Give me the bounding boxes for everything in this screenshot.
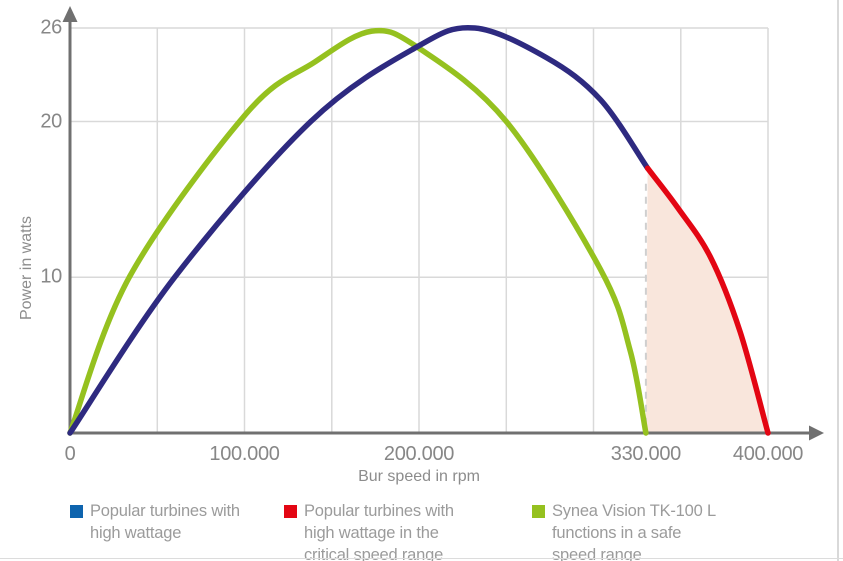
page-border-right bbox=[837, 0, 839, 561]
legend-swatch-icon bbox=[532, 505, 545, 518]
plot-area bbox=[62, 6, 824, 441]
y-tick-label: 10 bbox=[40, 265, 62, 288]
critical-region-fill bbox=[645, 168, 768, 433]
legend-label: Popular turbines with high wattage in the… bbox=[304, 502, 454, 561]
data-curves bbox=[67, 24, 771, 436]
x-axis-title: Bur speed in rpm bbox=[358, 468, 480, 485]
x-tick-label: 200.000 bbox=[383, 443, 455, 465]
axes bbox=[62, 6, 824, 441]
y-axis-title: Power in watts bbox=[18, 215, 35, 321]
legend-item: Popular turbines with high wattage bbox=[70, 500, 240, 544]
series-curve bbox=[67, 24, 651, 436]
legend-swatch-icon bbox=[70, 505, 83, 518]
legend-label: Popular turbines with high wattage bbox=[90, 502, 240, 542]
page-border-bottom bbox=[0, 558, 843, 559]
x-tick-label: 400.000 bbox=[732, 443, 804, 465]
x-tick-label: 100.000 bbox=[209, 443, 280, 465]
series-curve bbox=[644, 165, 771, 436]
series-curve bbox=[67, 27, 649, 436]
x-axis-arrow-icon bbox=[809, 425, 824, 441]
x-tick-label: 0 bbox=[64, 443, 76, 465]
legend-swatch-icon bbox=[284, 505, 297, 518]
y-tick-label: 26 bbox=[40, 16, 62, 39]
critical-speed-shaded-region bbox=[645, 168, 768, 433]
x-tick-label: 330.000 bbox=[610, 443, 682, 465]
legend-item: Popular turbines with high wattage in the… bbox=[284, 500, 454, 561]
y-axis-arrow-icon bbox=[62, 6, 78, 22]
y-tick-label: 20 bbox=[40, 110, 62, 132]
